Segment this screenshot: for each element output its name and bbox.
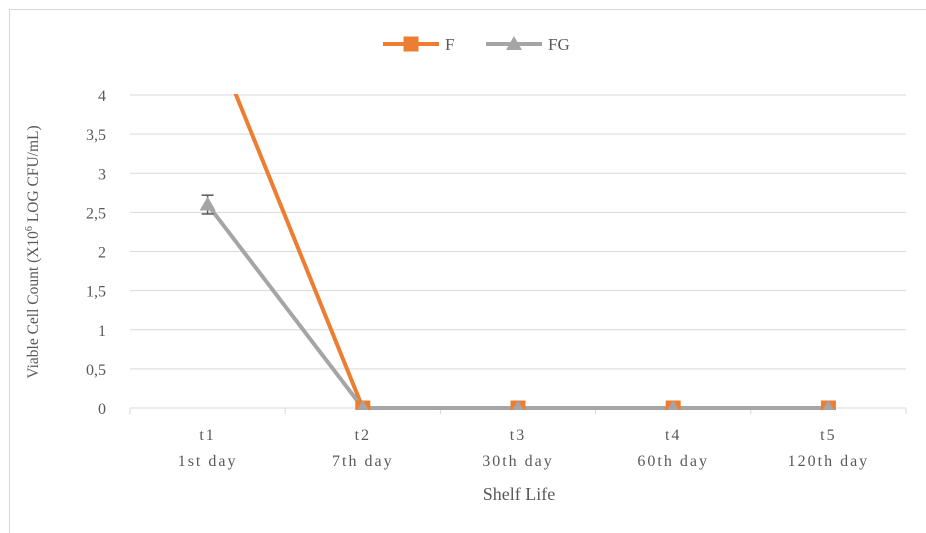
x-axis-tick-labels: t1 1st day t2 7th day t3 30th day t4 60th day t5… (178, 427, 870, 470)
legend-label: FG (548, 35, 570, 54)
x-axis-title: Shelf Life (483, 484, 555, 504)
y-tick-label: 1,5 (86, 284, 106, 301)
y-tick-label: 0,5 (86, 362, 106, 379)
data-point-triangle (199, 196, 216, 211)
x-tick-label-top: t2 (355, 427, 371, 444)
y-tick-label: 2 (98, 245, 106, 262)
data-point-triangle (822, 400, 835, 410)
x-tick-label-bottom: 1st day (178, 453, 238, 470)
y-axis-title: Viable Cell Count (X106 LOG CFU/mL) (24, 125, 42, 378)
y-tick-label: 4 (98, 88, 106, 105)
series-line-f (233, 94, 829, 410)
legend-label: F (445, 35, 454, 54)
legend: F FG (383, 35, 570, 54)
legend-item-fg: FG (486, 35, 570, 54)
gridlines (130, 94, 906, 370)
y-tick-label: 3,5 (86, 127, 106, 144)
data-point-square (403, 36, 419, 52)
x-tick-label-bottom: 60th day (637, 453, 709, 470)
data-point-triangle (512, 400, 524, 410)
legend-item-f: F (383, 35, 454, 54)
y-tick-label: 3 (98, 166, 106, 183)
data-point-triangle (667, 400, 679, 410)
x-tick-label-top: t1 (199, 427, 215, 444)
data-point-triangle (506, 36, 522, 50)
x-tick-label-bottom: 30th day (482, 453, 554, 470)
x-tick-label-top: t3 (510, 427, 526, 444)
x-tick-label-bottom: 120th day (788, 453, 870, 470)
series-line-fg (206, 203, 829, 410)
series-group (199, 94, 836, 410)
x-tick-label-top: t5 (820, 427, 836, 444)
y-tick-label: 0 (98, 401, 106, 418)
y-tick-label: 1 (98, 323, 106, 340)
y-tick-label: 2,5 (86, 205, 106, 222)
y-axis-tick-labels: 0 0,5 1 1,5 2 2,5 3 3,5 4 (86, 88, 106, 418)
chart-frame (9, 9, 926, 533)
x-tick-label-top: t4 (665, 427, 681, 444)
x-tick-label-bottom: 7th day (332, 453, 394, 470)
data-point-triangle (357, 400, 369, 410)
